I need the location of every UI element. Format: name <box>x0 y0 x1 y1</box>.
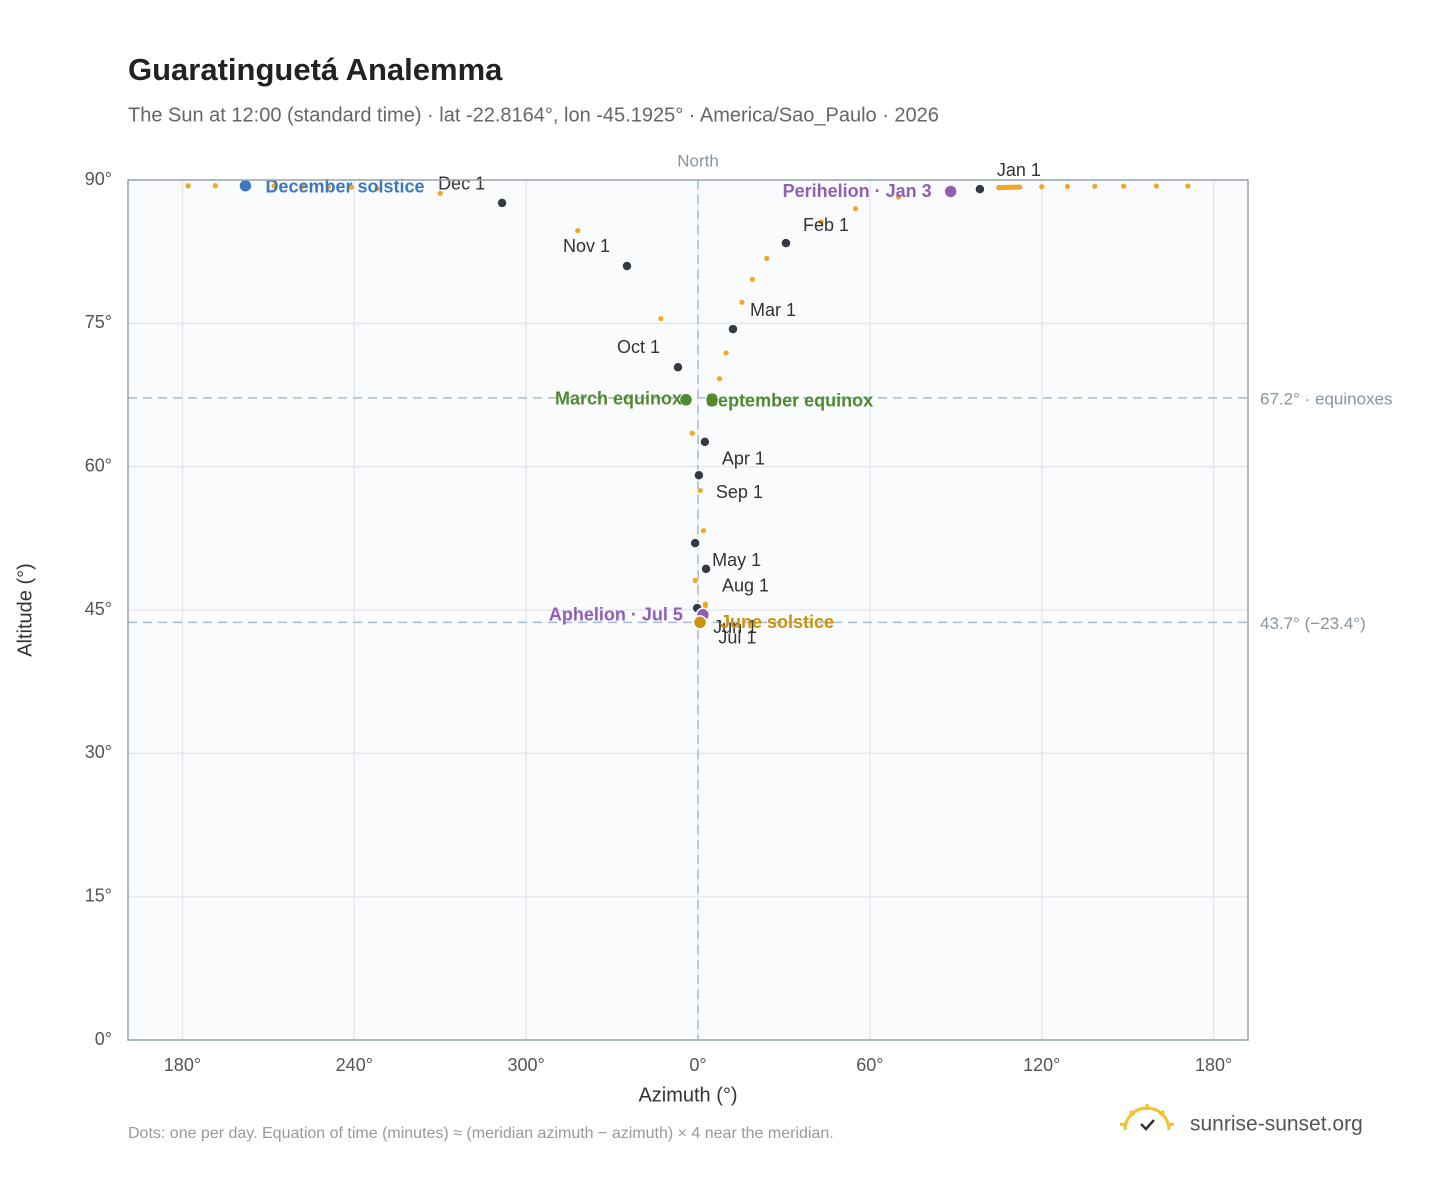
month-marker <box>496 197 508 209</box>
month-marker <box>974 183 986 195</box>
x-tick-label: 60° <box>856 1055 883 1075</box>
y-axis-title: Altitude (°) <box>14 563 36 657</box>
reference-label: 43.7° (−23.4°) <box>1260 614 1366 633</box>
chart-title: Guaratinguetá Analemma <box>128 52 503 87</box>
source: sunrise-sunset.org <box>1190 1113 1363 1136</box>
x-tick-label: 180° <box>164 1055 201 1075</box>
day-dot <box>1064 183 1071 190</box>
x-tick-label: 300° <box>508 1055 545 1075</box>
day-dot <box>852 206 859 212</box>
day-dot <box>575 228 581 234</box>
day-dot <box>374 186 380 192</box>
day-dot <box>1039 184 1045 190</box>
month-label: Jul 1 <box>718 627 756 647</box>
plot-frame <box>127 179 1249 1041</box>
day-dot <box>300 183 306 189</box>
month-marker <box>699 436 711 448</box>
month-marker <box>727 323 739 335</box>
y-tick-label: 30° <box>85 742 112 762</box>
x-tick-label: 240° <box>336 1055 373 1075</box>
day-dot <box>764 255 770 261</box>
day-dot <box>348 184 355 190</box>
month-label: Oct 1 <box>617 337 660 357</box>
day-dot <box>658 315 664 322</box>
day-dot <box>702 601 709 607</box>
month-marker <box>693 469 705 482</box>
x-tick-label: 120° <box>1023 1055 1060 1075</box>
event-marker <box>704 392 720 408</box>
month-label: Nov 1 <box>563 236 610 256</box>
day-dot <box>1185 183 1191 189</box>
month-marker <box>621 260 633 272</box>
x-tick-label: 0° <box>689 1055 706 1075</box>
day-dot <box>212 183 218 189</box>
day-dot <box>716 376 723 382</box>
event-marker <box>943 184 958 199</box>
y-tick-label: 90° <box>85 169 112 189</box>
y-tick-label: 45° <box>85 599 112 619</box>
footnote: Dots: one per day. Equation of time (min… <box>128 1125 834 1142</box>
event-label: Aphelion · Jul 5 <box>549 605 683 625</box>
month-label: Mar 1 <box>750 300 796 320</box>
month-marker <box>672 361 684 374</box>
day-dot <box>818 219 824 225</box>
event-label: September equinox <box>706 391 873 411</box>
month-marker <box>689 537 701 549</box>
month-label: May 1 <box>712 550 761 570</box>
x-tick-label: 180° <box>1195 1055 1232 1075</box>
day-dot <box>697 487 703 494</box>
day-dot <box>689 430 695 436</box>
day-dot <box>1092 183 1098 189</box>
event-marker <box>692 615 708 630</box>
event-label: March equinox <box>555 389 682 409</box>
y-tick-label: 60° <box>85 455 112 475</box>
y-tick-label: 75° <box>85 312 112 332</box>
y-tick-label: 15° <box>85 885 112 905</box>
day-dot <box>185 183 191 189</box>
day-dot <box>692 577 698 583</box>
day-dot <box>723 350 729 356</box>
day-dot <box>1121 183 1127 189</box>
month-label: Aug 1 <box>722 576 769 596</box>
event-marker <box>678 392 694 408</box>
event-label: June solstice <box>720 612 834 632</box>
logo-icon <box>1119 1104 1175 1131</box>
day-dot <box>271 183 277 189</box>
day-dot <box>325 184 332 190</box>
month-label: Sep 1 <box>716 482 763 502</box>
day-dot <box>895 194 902 200</box>
analemma-line <box>996 184 1023 191</box>
month-label: Jun 1 <box>713 617 757 637</box>
reference-label: 67.2° · equinoxes <box>1260 389 1393 408</box>
day-dot <box>996 185 1002 191</box>
month-label: Dec 1 <box>438 174 485 194</box>
event-label: December solstice <box>265 176 424 196</box>
day-dot <box>739 299 745 305</box>
event-label: Perihelion · Jan 3 <box>783 181 932 201</box>
day-dot <box>1017 184 1023 190</box>
day-dot <box>437 190 443 196</box>
month-marker <box>700 563 712 575</box>
day-dot <box>700 528 707 534</box>
day-dot <box>749 276 756 282</box>
day-dot <box>1153 183 1159 189</box>
event-marker <box>238 178 253 193</box>
chart-subtitle: The Sun at 12:00 (standard time) · lat -… <box>128 104 939 126</box>
north-label: North <box>677 151 719 170</box>
month-label: Jan 1 <box>997 160 1041 180</box>
month-label: Feb 1 <box>803 215 849 235</box>
month-label: Apr 1 <box>722 449 765 469</box>
month-marker <box>780 237 792 249</box>
x-axis-title: Azimuth (°) <box>638 1084 737 1106</box>
y-tick-label: 0° <box>95 1029 112 1049</box>
